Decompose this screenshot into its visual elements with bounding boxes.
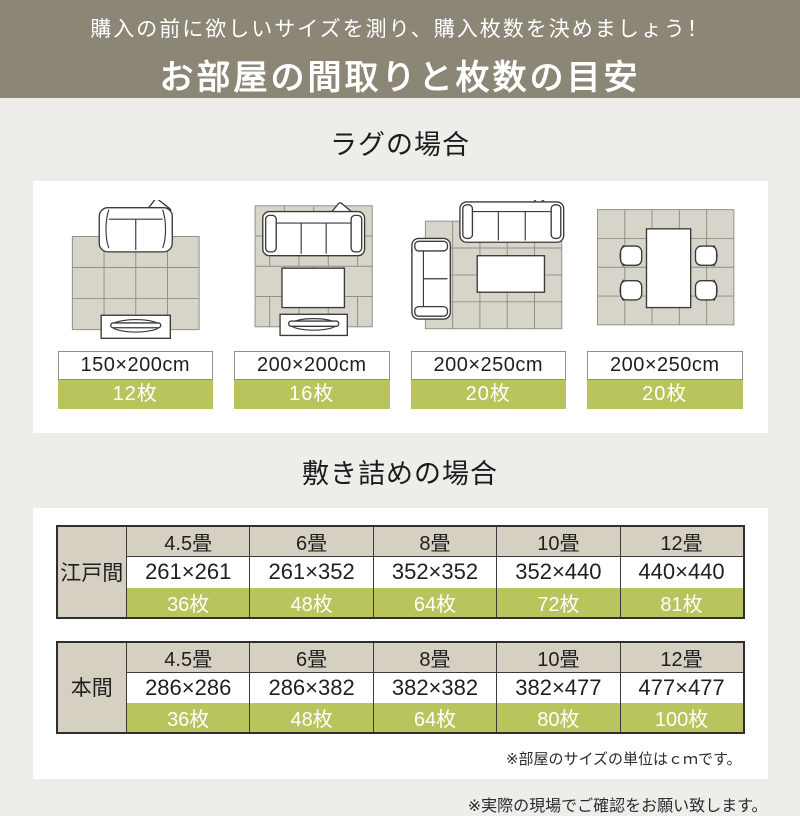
col-header: 8畳 [372,641,497,673]
count-cell: 72枚 [496,587,621,618]
count-cell: 48枚 [249,703,374,733]
rug-option-2: 200×200cm 16枚 [234,200,390,409]
count-cell: 64枚 [372,703,497,733]
count-cell: 36枚 [125,703,250,733]
unit-note: ※部屋のサイズの単位はｃｍです。 [505,751,742,768]
size-cell: 440×440 [619,556,744,588]
count-cell: 81枚 [619,587,744,618]
size-cell: 261×261 [125,556,250,588]
size-cell: 382×382 [372,672,497,703]
rug-section-title: ラグの場合 [330,130,470,160]
rug-option-1: 150×200cm 12枚 [57,200,213,409]
room-diagram-2 [254,202,373,337]
sofa-icon [262,202,366,257]
size-cell: 352×352 [372,556,497,588]
col-header: 12畳 [619,641,744,673]
rug-option-3: 200×250cm 20枚 [410,200,566,409]
tv-board-icon [279,313,348,337]
chair-icon [694,244,718,267]
tile-section-panel: 江戸間 4.5畳 6畳 8畳 10畳 12畳 261×261 261×352 3… [32,508,768,779]
header-subtitle: 購入の前に欲しいサイズを測り、購入枚数を決めましょう！ [90,18,710,41]
col-header: 4.5畳 [125,526,250,557]
table-row: 36枚 48枚 64枚 80枚 100枚 [57,703,744,733]
col-header: 10畳 [496,641,621,673]
size-cell: 286×286 [125,672,250,703]
col-header: 12畳 [619,526,744,557]
col-header: 6畳 [249,641,374,673]
rug-count-badge: 20枚 [410,380,566,409]
count-cell: 36枚 [125,587,250,618]
count-cell: 64枚 [372,587,497,618]
size-cell: 382×477 [496,672,621,703]
edoma-table: 江戸間 4.5畳 6畳 8畳 10畳 12畳 261×261 261×352 3… [55,525,745,619]
row-label: 本間 [56,641,127,733]
rug-count-badge: 20枚 [587,380,743,409]
size-cell: 286×382 [249,672,374,703]
header-banner: 購入の前に欲しいサイズを測り、購入枚数を決めましょう！ お部屋の間取りと枚数の目… [0,0,800,98]
sofa-icon [410,237,451,320]
room-diagram-1 [71,200,200,339]
count-cell: 80枚 [496,703,621,733]
col-header: 8畳 [372,526,497,557]
room-diagram-3 [410,200,564,330]
dining-table-icon [645,228,692,309]
table-icon [476,255,545,293]
rug-count-badge: 12枚 [57,380,213,409]
table-icon [281,267,346,309]
table-row: 江戸間 4.5畳 6畳 8畳 10畳 12畳 [56,526,744,618]
size-cell: 352×440 [496,556,621,588]
count-cell: 48枚 [249,587,374,618]
count-cell: 100枚 [619,703,744,733]
chair-icon [619,279,643,302]
col-header: 4.5畳 [125,641,250,673]
rug-count-badge: 16枚 [234,380,390,409]
rug-section-panel: 150×200cm 12枚 [32,181,768,433]
rug-size-label: 150×200cm [57,351,213,380]
room-diagram-4 [597,209,735,326]
rug-size-label: 200×250cm [410,351,566,380]
confirm-note: ※実際の現場でご確認をお願い致します。 [467,798,768,815]
honma-table: 本間 4.5畳 6畳 8畳 10畳 12畳 286×286 286×382 38… [55,640,745,734]
table-row: 本間 4.5畳 6畳 8畳 10畳 12畳 [56,641,744,733]
table-row: 36枚 48枚 64枚 72枚 81枚 [57,587,744,618]
size-cell: 261×352 [249,556,374,588]
tile-section-title: 敷き詰めの場合 [302,459,498,489]
chair-icon [619,244,643,267]
sofa-icon [458,200,564,243]
size-cell: 477×477 [619,672,744,703]
col-header: 6畳 [249,526,374,557]
chair-icon [694,279,718,302]
table-row: 286×286 286×382 382×382 382×477 477×477 [57,672,744,703]
tv-board-icon [99,314,171,339]
sofa-icon [98,200,173,253]
row-label: 江戸間 [56,526,127,618]
rug-size-label: 200×200cm [234,351,390,380]
rug-size-label: 200×250cm [587,351,743,380]
table-row: 261×261 261×352 352×352 352×440 440×440 [57,556,744,588]
rug-option-4: 200×250cm 20枚 [587,200,743,409]
page-title: お部屋の間取りと枚数の目安 [159,59,641,97]
col-header: 10畳 [496,526,621,557]
